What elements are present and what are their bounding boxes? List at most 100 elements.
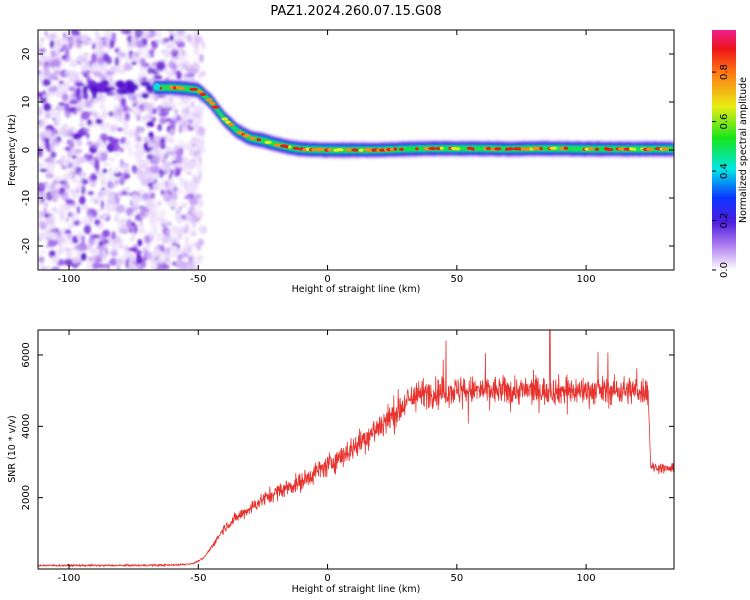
noise-blob: [161, 235, 168, 245]
noise-blob: [112, 243, 118, 252]
noise-blob: [200, 70, 206, 77]
noise-blob: [45, 183, 52, 189]
noise-blob: [61, 55, 67, 60]
noise-blob: [112, 138, 120, 144]
noise-blob: [38, 131, 45, 141]
noise-blob: [109, 176, 115, 181]
noise-blob: [131, 36, 136, 42]
noise-blob: [167, 221, 172, 227]
noise-blob: [190, 68, 199, 73]
ridge-core: [227, 122, 234, 127]
noise-blob: [132, 164, 138, 175]
noise-blob: [71, 133, 79, 139]
noise-blob: [46, 236, 51, 241]
noise-blob: [64, 103, 70, 112]
noise-blob: [69, 172, 73, 181]
noise-blob: [167, 236, 176, 245]
noise-blob: [38, 219, 45, 229]
noise-blob: [51, 188, 58, 197]
noise-blob: [88, 213, 93, 223]
noise-blob: [100, 37, 108, 41]
ridge-core: [454, 147, 461, 151]
noise-blob: [101, 229, 111, 238]
noise-blob: [138, 220, 143, 227]
noise-blob: [178, 47, 185, 55]
noise-blob: [175, 154, 183, 164]
noise-blob: [80, 204, 89, 211]
noise-blob: [196, 200, 204, 208]
noise-blob: [126, 45, 132, 51]
noise-blob: [138, 193, 144, 202]
ridge-core: [645, 147, 654, 151]
noise-blob: [86, 140, 93, 147]
noise-blob: [175, 149, 183, 156]
noise-blob: [174, 166, 181, 175]
noise-blob: [169, 48, 179, 52]
ridge-core: [225, 120, 231, 124]
noise-blob: [195, 139, 205, 150]
noise-blob: [121, 165, 129, 172]
snr-x-axis-label: Height of straight line (km): [292, 584, 421, 595]
noise-blob: [81, 185, 86, 195]
noise-blob: [89, 175, 93, 182]
ridge-core: [423, 147, 429, 151]
noise-blob: [49, 58, 59, 67]
noise-blob: [162, 250, 171, 255]
ridge-core: [344, 148, 353, 152]
noise-blob: [183, 73, 188, 79]
noise-blob: [50, 213, 56, 223]
noise-blob: [183, 261, 188, 270]
spectrogram-x-axis-label: Height of straight line (km): [292, 284, 421, 295]
noise-blob: [44, 161, 54, 172]
noise-blob: [145, 85, 152, 92]
snr-x-tick-label: -100: [58, 573, 81, 584]
noise-blob: [101, 109, 109, 120]
colorbar-tick-label: 0.8: [719, 64, 730, 80]
noise-blob: [144, 211, 154, 218]
noise-blob: [79, 178, 89, 185]
noise-blob: [175, 36, 179, 44]
noise-blob: [42, 67, 51, 78]
noise-blob: [194, 33, 199, 42]
noise-blob: [121, 253, 126, 262]
noise-blob: [99, 176, 109, 184]
noise-blob: [135, 125, 140, 136]
noise-blob: [195, 255, 205, 261]
spectrogram-image: [38, 30, 674, 270]
noise-blob: [176, 70, 182, 81]
noise-blob: [53, 210, 62, 215]
noise-blob: [95, 118, 103, 125]
noise-blob: [153, 155, 160, 165]
noise-blob: [94, 199, 99, 205]
noise-blob: [83, 53, 89, 60]
colorbar-tick-label: 0.2: [719, 213, 730, 229]
noise-blob: [75, 180, 83, 184]
noise-blob: [61, 127, 69, 138]
noise-blob: [47, 239, 58, 247]
frequency-ridge: [153, 79, 674, 159]
noise-blob: [62, 227, 66, 233]
noise-blob: [150, 204, 158, 214]
noise-blob: [171, 191, 178, 202]
ridge-core: [236, 131, 244, 135]
noise-blob: [64, 247, 71, 252]
noise-blob: [102, 53, 110, 62]
noise-blob: [116, 127, 124, 132]
noise-blob: [52, 117, 56, 121]
noise-region: [38, 30, 208, 270]
noise-blob: [89, 179, 97, 188]
noise-blob: [121, 190, 128, 195]
noise-blob: [51, 266, 60, 270]
noise-blob: [81, 234, 85, 245]
spectrogram-y-tick-label: 10: [21, 96, 32, 109]
ridge-core: [393, 147, 398, 151]
noise-blob: [181, 127, 190, 132]
noise-blob: [154, 39, 159, 45]
noise-blob: [108, 76, 113, 82]
ridge-core: [539, 147, 543, 151]
noise-blob: [63, 175, 71, 180]
noise-blob: [110, 124, 116, 133]
noise-blob: [83, 73, 89, 78]
noise-blob: [38, 182, 46, 192]
noise-blob: [171, 104, 176, 112]
